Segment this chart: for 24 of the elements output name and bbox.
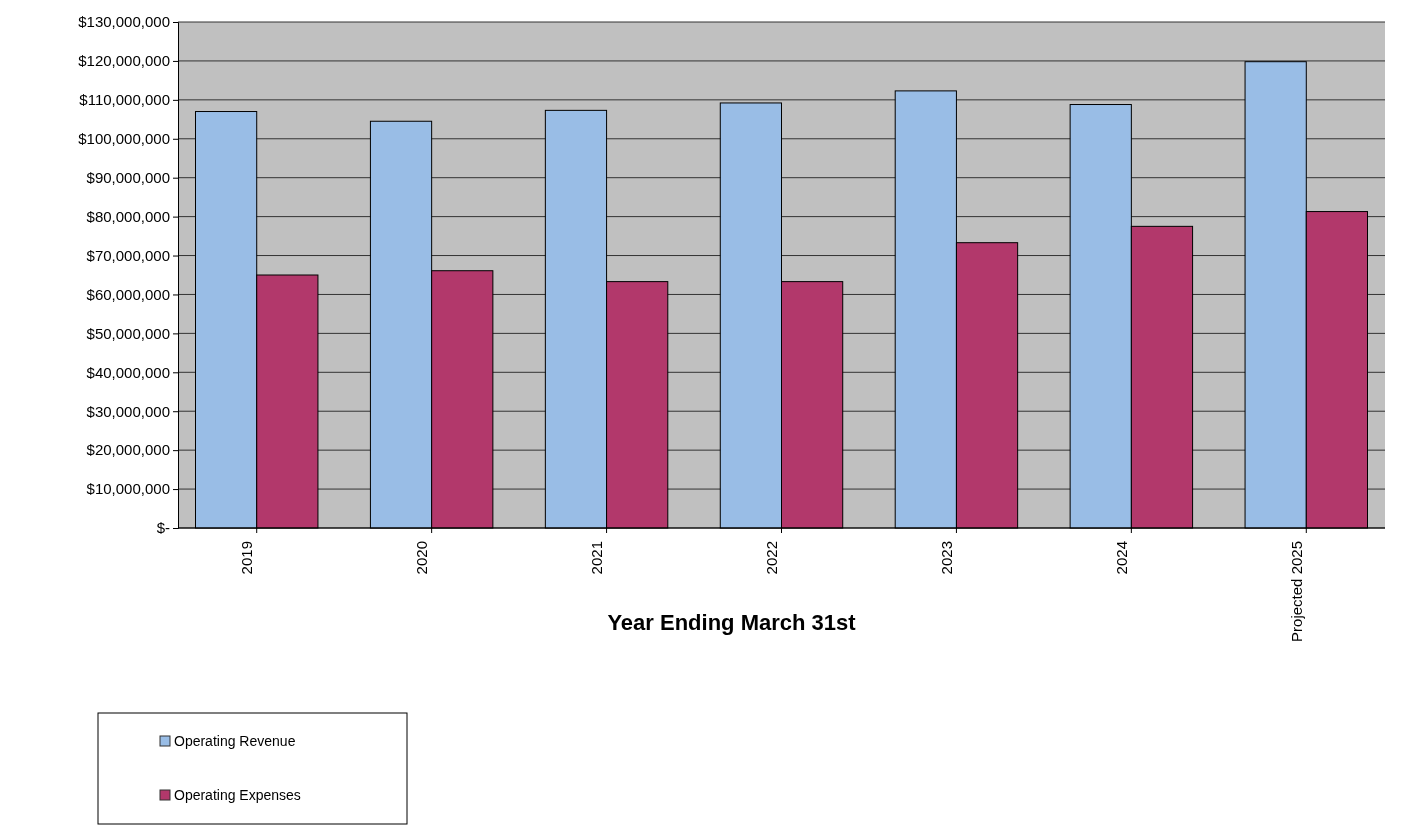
y-tick-label: $100,000,000 (78, 130, 170, 148)
x-tick-label: 2024 (1112, 541, 1130, 575)
y-tick-label: $20,000,000 (86, 441, 170, 459)
x-tick-label: 2019 (238, 541, 256, 575)
legend-label: Operating Revenue (174, 733, 296, 749)
y-tick-label: $110,000,000 (79, 91, 170, 109)
y-tick-label: $120,000,000 (78, 52, 170, 70)
y-tick-label: $- (156, 519, 170, 537)
x-tick-label: 2021 (588, 541, 606, 575)
y-tick-label: $60,000,000 (86, 285, 170, 303)
y-tick-label: $130,000,000 (78, 13, 170, 31)
y-tick-label: $70,000,000 (86, 246, 170, 264)
x-axis-title: Year Ending March 31st (607, 610, 857, 635)
x-tick-label: Projected 2025 (1287, 541, 1305, 642)
y-tick-label: $50,000,000 (86, 324, 170, 342)
y-tick-label: $40,000,000 (86, 363, 170, 381)
x-tick-label: 2023 (937, 541, 955, 575)
x-tick-label: 2022 (763, 541, 780, 575)
y-tick-label: $80,000,000 (86, 207, 170, 225)
legend-label: Operating Expenses (174, 787, 301, 803)
x-tick-label: 2020 (413, 541, 431, 575)
y-tick-label: $30,000,000 (86, 402, 170, 420)
y-tick-label: $10,000,000 (86, 480, 170, 498)
y-tick-label: $90,000,000 (86, 168, 170, 186)
